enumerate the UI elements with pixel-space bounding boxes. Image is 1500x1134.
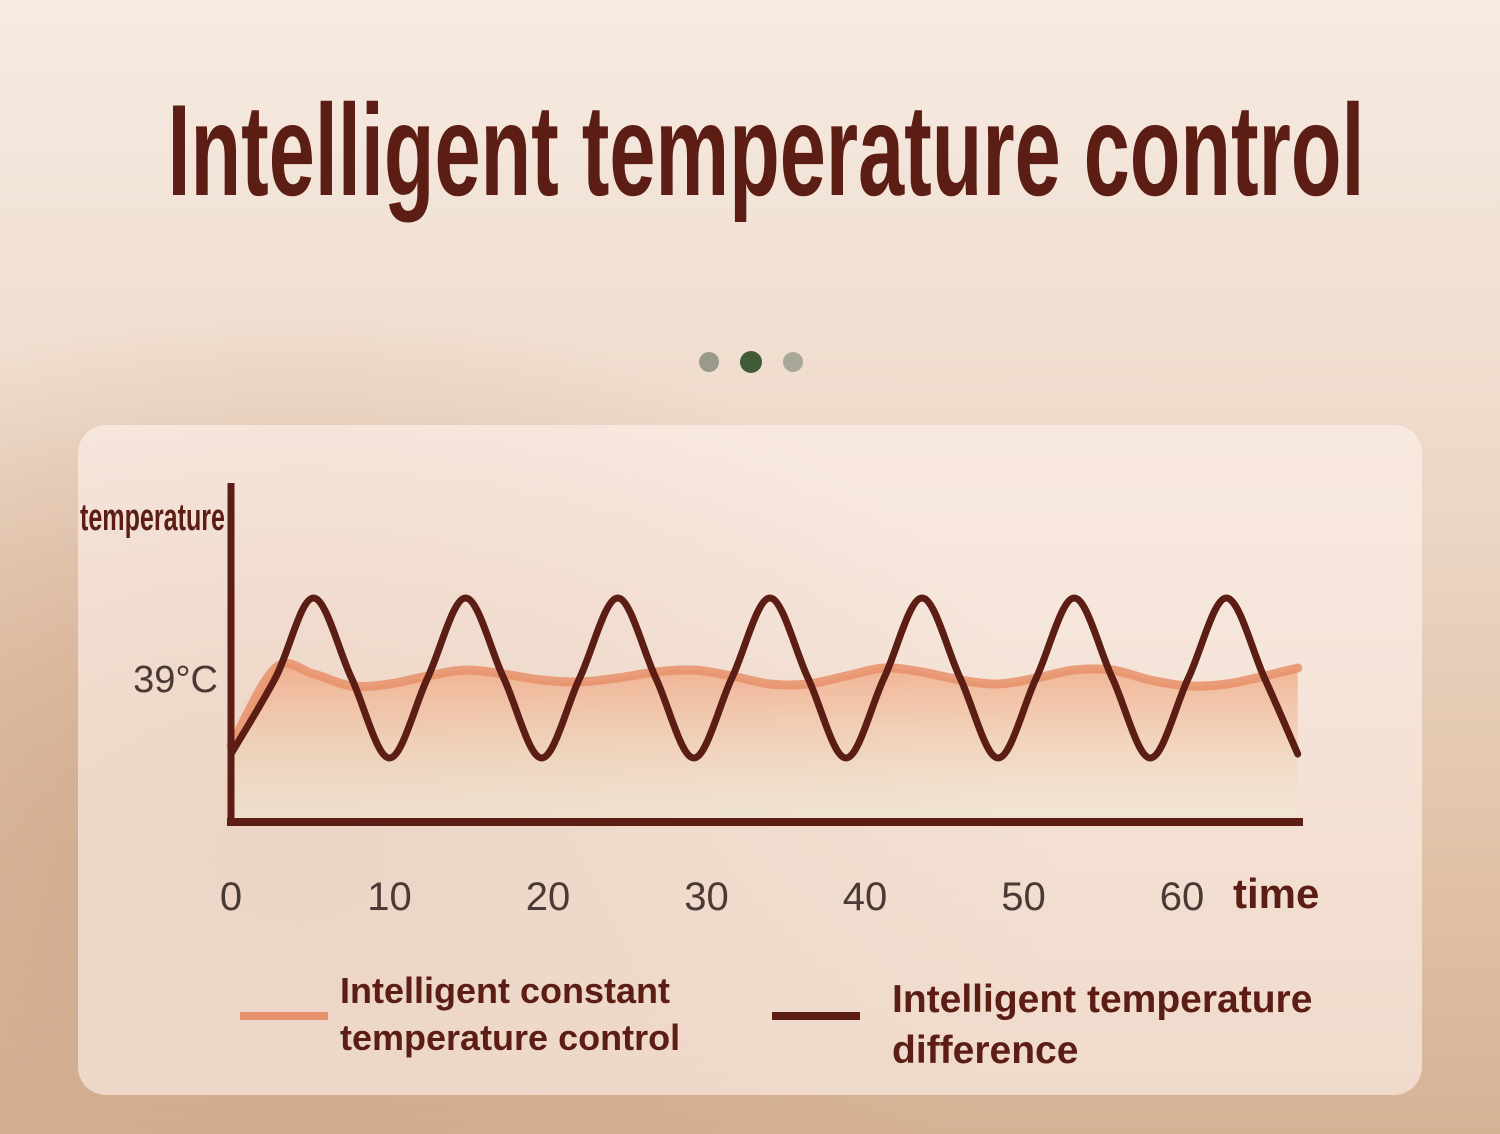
x-tick-label: 20 [526, 875, 571, 919]
legend-label: Intelligent constant temperature control [340, 970, 681, 1058]
page-dot [699, 352, 719, 372]
chart-title: Intelligent temperature control [168, 77, 1365, 223]
page-dot [783, 352, 803, 372]
x-tick-label: 10 [367, 875, 412, 919]
x-axis-title: time [1233, 870, 1319, 917]
legend-label: Intelligent temperature difference [892, 978, 1313, 1072]
x-tick-label: 0 [220, 875, 242, 919]
y-axis-title: temperature [80, 497, 225, 539]
page-dot [740, 351, 762, 373]
series-line [226, 658, 1303, 751]
series-line [227, 594, 1302, 762]
x-tick-label: 50 [1001, 875, 1046, 919]
x-tick-label: 40 [843, 875, 888, 919]
plot [226, 594, 1303, 822]
x-tick-label: 60 [1160, 875, 1205, 919]
x-tick-label: 30 [684, 875, 729, 919]
y-tick-label: 39°C [133, 659, 218, 701]
series-area [231, 663, 1298, 822]
